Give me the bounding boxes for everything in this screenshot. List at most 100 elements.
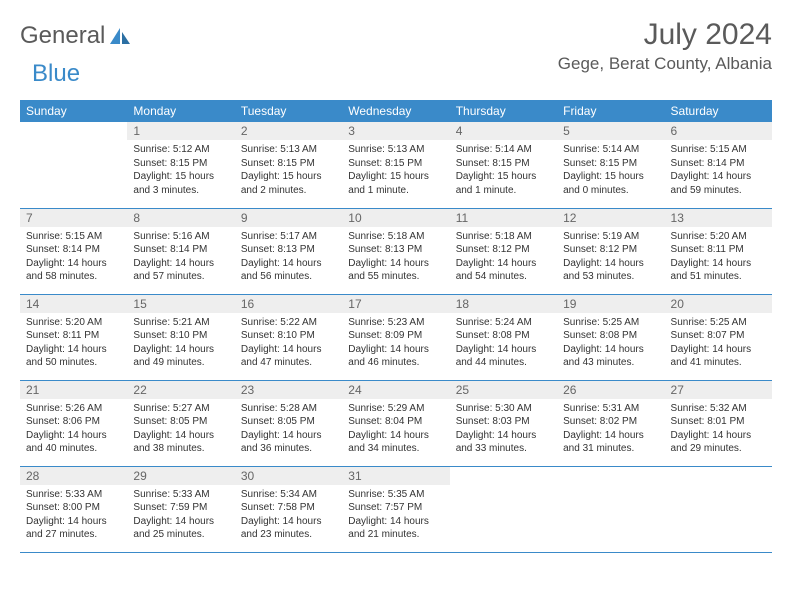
day-details: Sunrise: 5:25 AMSunset: 8:07 PMDaylight:… (665, 313, 772, 374)
sunset-line: Sunset: 8:14 PM (671, 157, 766, 171)
sunset-line: Sunset: 8:05 PM (241, 415, 336, 429)
calendar-body: 1Sunrise: 5:12 AMSunset: 8:15 PMDaylight… (20, 122, 772, 552)
day-number: 9 (235, 209, 342, 227)
calendar-cell: 18Sunrise: 5:24 AMSunset: 8:08 PMDayligh… (450, 294, 557, 380)
sunrise-line: Sunrise: 5:22 AM (241, 316, 336, 330)
calendar-cell-empty (665, 466, 772, 552)
daylight-line: Daylight: 15 hours and 0 minutes. (563, 170, 658, 197)
day-number: 15 (127, 295, 234, 313)
calendar-cell-empty (450, 466, 557, 552)
day-details: Sunrise: 5:16 AMSunset: 8:14 PMDaylight:… (127, 227, 234, 288)
calendar-cell: 22Sunrise: 5:27 AMSunset: 8:05 PMDayligh… (127, 380, 234, 466)
day-number: 30 (235, 467, 342, 485)
day-details: Sunrise: 5:33 AMSunset: 7:59 PMDaylight:… (127, 485, 234, 546)
sunset-line: Sunset: 8:13 PM (348, 243, 443, 257)
sunrise-line: Sunrise: 5:26 AM (26, 402, 121, 416)
sunrise-line: Sunrise: 5:12 AM (133, 143, 228, 157)
sunrise-line: Sunrise: 5:20 AM (671, 230, 766, 244)
sunset-line: Sunset: 8:11 PM (671, 243, 766, 257)
daylight-line: Daylight: 14 hours and 21 minutes. (348, 515, 443, 542)
daylight-line: Daylight: 14 hours and 27 minutes. (26, 515, 121, 542)
sunset-line: Sunset: 8:15 PM (456, 157, 551, 171)
sunrise-line: Sunrise: 5:15 AM (26, 230, 121, 244)
sunrise-line: Sunrise: 5:23 AM (348, 316, 443, 330)
calendar-cell: 23Sunrise: 5:28 AMSunset: 8:05 PMDayligh… (235, 380, 342, 466)
sunset-line: Sunset: 8:05 PM (133, 415, 228, 429)
day-details: Sunrise: 5:35 AMSunset: 7:57 PMDaylight:… (342, 485, 449, 546)
calendar-cell-empty (20, 122, 127, 208)
sunrise-line: Sunrise: 5:33 AM (26, 488, 121, 502)
weekday-header: Sunday (20, 100, 127, 122)
calendar-cell: 30Sunrise: 5:34 AMSunset: 7:58 PMDayligh… (235, 466, 342, 552)
daylight-line: Daylight: 14 hours and 31 minutes. (563, 429, 658, 456)
daylight-line: Daylight: 14 hours and 46 minutes. (348, 343, 443, 370)
month-title: July 2024 (558, 18, 772, 52)
daylight-line: Daylight: 14 hours and 55 minutes. (348, 257, 443, 284)
day-number: 18 (450, 295, 557, 313)
daylight-line: Daylight: 14 hours and 23 minutes. (241, 515, 336, 542)
sunrise-line: Sunrise: 5:35 AM (348, 488, 443, 502)
day-details: Sunrise: 5:14 AMSunset: 8:15 PMDaylight:… (450, 140, 557, 201)
daylight-line: Daylight: 14 hours and 49 minutes. (133, 343, 228, 370)
day-details: Sunrise: 5:13 AMSunset: 8:15 PMDaylight:… (235, 140, 342, 201)
calendar-row: 1Sunrise: 5:12 AMSunset: 8:15 PMDaylight… (20, 122, 772, 208)
sunset-line: Sunset: 8:14 PM (133, 243, 228, 257)
sunrise-line: Sunrise: 5:20 AM (26, 316, 121, 330)
day-details: Sunrise: 5:26 AMSunset: 8:06 PMDaylight:… (20, 399, 127, 460)
day-number: 11 (450, 209, 557, 227)
calendar-cell: 3Sunrise: 5:13 AMSunset: 8:15 PMDaylight… (342, 122, 449, 208)
day-number: 27 (665, 381, 772, 399)
calendar-row: 14Sunrise: 5:20 AMSunset: 8:11 PMDayligh… (20, 294, 772, 380)
calendar-cell: 12Sunrise: 5:19 AMSunset: 8:12 PMDayligh… (557, 208, 664, 294)
calendar-cell: 4Sunrise: 5:14 AMSunset: 8:15 PMDaylight… (450, 122, 557, 208)
day-number: 28 (20, 467, 127, 485)
day-details: Sunrise: 5:24 AMSunset: 8:08 PMDaylight:… (450, 313, 557, 374)
day-details: Sunrise: 5:15 AMSunset: 8:14 PMDaylight:… (20, 227, 127, 288)
calendar-cell: 11Sunrise: 5:18 AMSunset: 8:12 PMDayligh… (450, 208, 557, 294)
daylight-line: Daylight: 14 hours and 56 minutes. (241, 257, 336, 284)
day-details: Sunrise: 5:20 AMSunset: 8:11 PMDaylight:… (20, 313, 127, 374)
weekday-header: Monday (127, 100, 234, 122)
daylight-line: Daylight: 15 hours and 3 minutes. (133, 170, 228, 197)
day-details: Sunrise: 5:32 AMSunset: 8:01 PMDaylight:… (665, 399, 772, 460)
day-details: Sunrise: 5:25 AMSunset: 8:08 PMDaylight:… (557, 313, 664, 374)
calendar-cell: 31Sunrise: 5:35 AMSunset: 7:57 PMDayligh… (342, 466, 449, 552)
daylight-line: Daylight: 14 hours and 25 minutes. (133, 515, 228, 542)
logo-sail-icon (109, 27, 131, 45)
day-details: Sunrise: 5:18 AMSunset: 8:12 PMDaylight:… (450, 227, 557, 288)
calendar-cell: 26Sunrise: 5:31 AMSunset: 8:02 PMDayligh… (557, 380, 664, 466)
calendar-cell: 14Sunrise: 5:20 AMSunset: 8:11 PMDayligh… (20, 294, 127, 380)
calendar-cell: 1Sunrise: 5:12 AMSunset: 8:15 PMDaylight… (127, 122, 234, 208)
weekday-header-row: SundayMondayTuesdayWednesdayThursdayFrid… (20, 100, 772, 122)
sunrise-line: Sunrise: 5:33 AM (133, 488, 228, 502)
daylight-line: Daylight: 15 hours and 1 minute. (348, 170, 443, 197)
day-number: 2 (235, 122, 342, 140)
day-number: 20 (665, 295, 772, 313)
day-number: 3 (342, 122, 449, 140)
sunset-line: Sunset: 8:12 PM (563, 243, 658, 257)
sunset-line: Sunset: 8:15 PM (133, 157, 228, 171)
calendar-row: 28Sunrise: 5:33 AMSunset: 8:00 PMDayligh… (20, 466, 772, 552)
sunset-line: Sunset: 8:08 PM (563, 329, 658, 343)
calendar-cell: 28Sunrise: 5:33 AMSunset: 8:00 PMDayligh… (20, 466, 127, 552)
day-number: 21 (20, 381, 127, 399)
sunset-line: Sunset: 8:04 PM (348, 415, 443, 429)
day-details: Sunrise: 5:22 AMSunset: 8:10 PMDaylight:… (235, 313, 342, 374)
sunrise-line: Sunrise: 5:16 AM (133, 230, 228, 244)
calendar-cell: 2Sunrise: 5:13 AMSunset: 8:15 PMDaylight… (235, 122, 342, 208)
day-number: 12 (557, 209, 664, 227)
sunset-line: Sunset: 7:59 PM (133, 501, 228, 515)
sunrise-line: Sunrise: 5:18 AM (348, 230, 443, 244)
calendar-cell: 8Sunrise: 5:16 AMSunset: 8:14 PMDaylight… (127, 208, 234, 294)
daylight-line: Daylight: 15 hours and 2 minutes. (241, 170, 336, 197)
sunrise-line: Sunrise: 5:14 AM (456, 143, 551, 157)
sunset-line: Sunset: 8:14 PM (26, 243, 121, 257)
sunset-line: Sunset: 7:58 PM (241, 501, 336, 515)
day-details: Sunrise: 5:27 AMSunset: 8:05 PMDaylight:… (127, 399, 234, 460)
calendar-table: SundayMondayTuesdayWednesdayThursdayFrid… (20, 100, 772, 553)
sunrise-line: Sunrise: 5:15 AM (671, 143, 766, 157)
daylight-line: Daylight: 14 hours and 44 minutes. (456, 343, 551, 370)
day-number: 24 (342, 381, 449, 399)
daylight-line: Daylight: 14 hours and 51 minutes. (671, 257, 766, 284)
day-number: 26 (557, 381, 664, 399)
